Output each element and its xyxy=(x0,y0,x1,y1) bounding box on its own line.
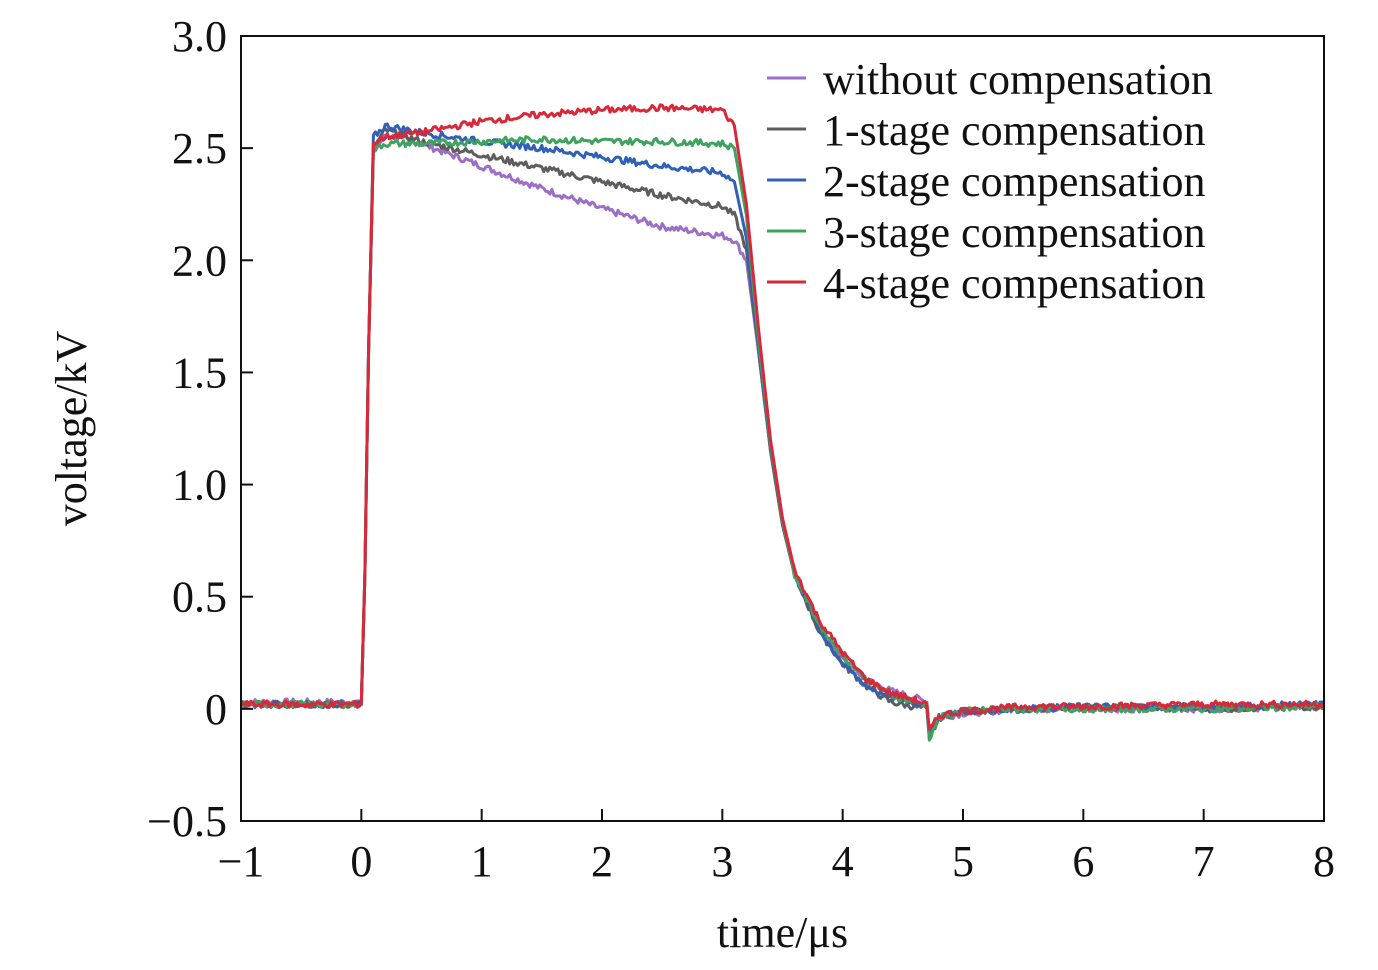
y-tick-label: 3.0 xyxy=(172,12,227,61)
y-tick-label: 2.0 xyxy=(172,236,227,285)
x-tick-label: −1 xyxy=(218,837,265,886)
y-tick-label: 0.5 xyxy=(172,573,227,622)
y-tick-label: −0.5 xyxy=(147,797,227,846)
x-tick-label: 7 xyxy=(1193,837,1215,886)
series-line-4 xyxy=(240,103,1326,731)
y-axis-title: voltage/kV xyxy=(47,331,96,527)
plot-area xyxy=(240,103,1326,742)
x-tick-label: 4 xyxy=(832,837,854,886)
y-tick-label: 1.5 xyxy=(172,348,227,397)
plot-frame xyxy=(240,35,1325,822)
y-tick-label: 2.5 xyxy=(172,124,227,173)
x-tick-label: 5 xyxy=(952,837,974,886)
x-axis: −1 0 1 2 3 4 5 6 7 8 xyxy=(218,809,1335,886)
x-tick-label: 6 xyxy=(1072,837,1094,886)
x-tick-label: 8 xyxy=(1313,837,1335,886)
x-tick-label: 2 xyxy=(591,837,613,886)
x-tick-label: 3 xyxy=(711,837,733,886)
y-axis: −0.5 0 0.5 1.0 1.5 2.0 2.5 3.0 xyxy=(147,12,253,846)
legend-label: without compensation xyxy=(823,55,1213,104)
legend-label: 2-stage compensation xyxy=(823,157,1205,206)
x-tick-label: 1 xyxy=(471,837,493,886)
legend-label: 1-stage compensation xyxy=(823,106,1205,155)
legend-label: 4-stage compensation xyxy=(823,259,1205,308)
y-tick-label: 0 xyxy=(205,685,227,734)
x-tick-label: 0 xyxy=(350,837,372,886)
y-tick-label: 1.0 xyxy=(172,461,227,510)
x-axis-title: time/μs xyxy=(717,908,848,957)
legend-label: 3-stage compensation xyxy=(823,208,1205,257)
